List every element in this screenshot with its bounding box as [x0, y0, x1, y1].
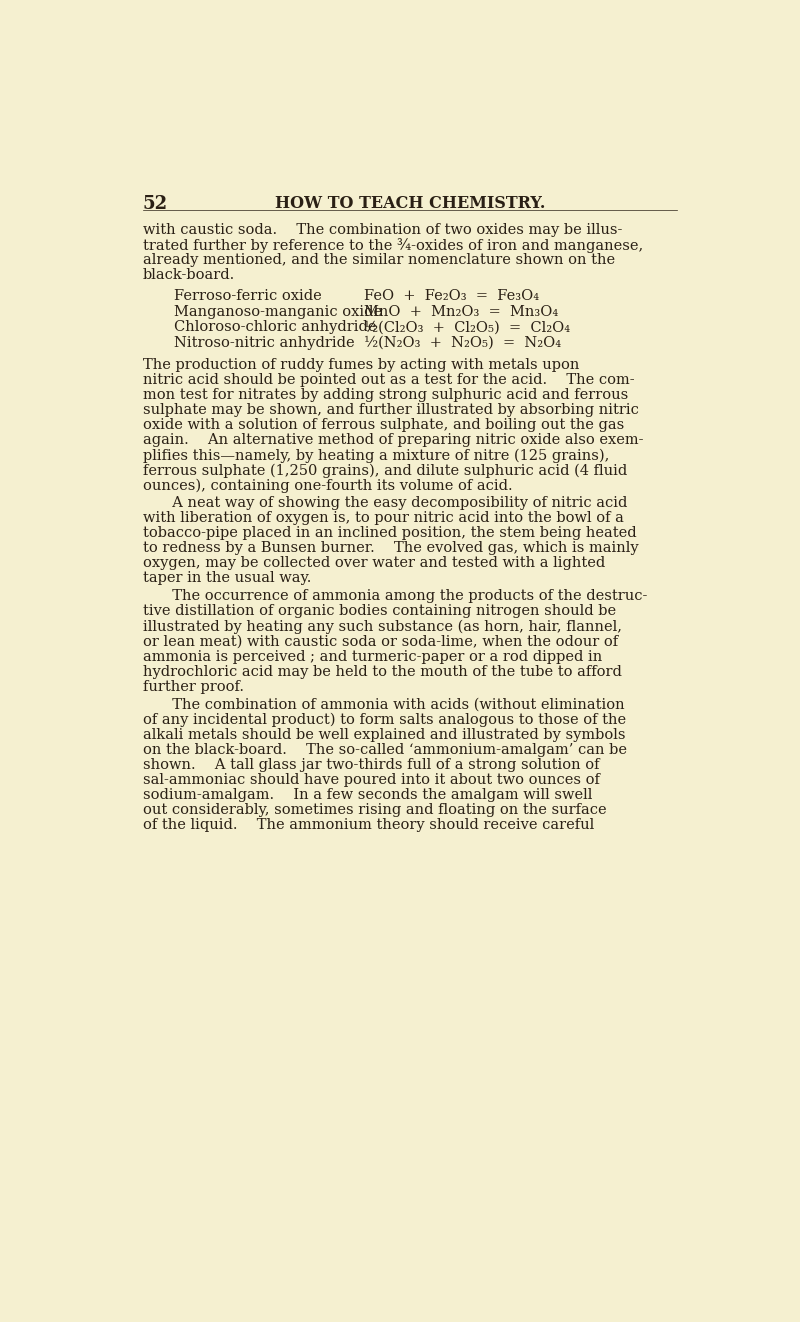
Text: A neat way of showing the easy decomposibility of nitric acid: A neat way of showing the easy decomposi… — [142, 496, 627, 510]
Text: again.  An alternative method of preparing nitric oxide also exem-: again. An alternative method of preparin… — [142, 434, 643, 447]
Text: Manganoso-manganic oxide: Manganoso-manganic oxide — [174, 304, 382, 319]
Text: ½(N₂O₃  +  N₂O₅)  =  N₂O₄: ½(N₂O₃ + N₂O₅) = N₂O₄ — [363, 336, 561, 350]
Text: of any incidental product) to form salts analogous to those of the: of any incidental product) to form salts… — [142, 713, 626, 727]
Text: MnO  +  Mn₂O₃  =  Mn₃O₄: MnO + Mn₂O₃ = Mn₃O₄ — [363, 304, 558, 319]
Text: Chloroso-chloric anhydride: Chloroso-chloric anhydride — [174, 320, 376, 334]
Text: illustrated by heating any such substance (as horn, hair, flannel,: illustrated by heating any such substanc… — [142, 620, 622, 633]
Text: FeO  +  Fe₂O₃  =  Fe₃O₄: FeO + Fe₂O₃ = Fe₃O₄ — [363, 288, 538, 303]
Text: alkali metals should be well explained and illustrated by symbols: alkali metals should be well explained a… — [142, 727, 625, 742]
Text: HOW TO TEACH CHEMISTRY.: HOW TO TEACH CHEMISTRY. — [275, 194, 545, 212]
Text: already mentioned, and the similar nomenclature shown on the: already mentioned, and the similar nomen… — [142, 254, 614, 267]
Text: 52: 52 — [142, 194, 168, 213]
Text: ½(Cl₂O₃  +  Cl₂O₅)  =  Cl₂O₄: ½(Cl₂O₃ + Cl₂O₅) = Cl₂O₄ — [363, 320, 570, 334]
Text: plifies this—namely, by heating a mixture of nitre (125 grains),: plifies this—namely, by heating a mixtur… — [142, 448, 609, 463]
Text: tive distillation of organic bodies containing nitrogen should be: tive distillation of organic bodies cont… — [142, 604, 616, 619]
Text: Nitroso-nitric anhydride: Nitroso-nitric anhydride — [174, 336, 354, 350]
Text: oxide with a solution of ferrous sulphate, and boiling out the gas: oxide with a solution of ferrous sulphat… — [142, 418, 624, 432]
Text: ounces), containing one-fourth its volume of acid.: ounces), containing one-fourth its volum… — [142, 479, 512, 493]
Text: mon test for nitrates by adding strong sulphuric acid and ferrous: mon test for nitrates by adding strong s… — [142, 389, 628, 402]
Text: oxygen, may be collected over water and tested with a lighted: oxygen, may be collected over water and … — [142, 557, 605, 570]
Text: The combination of ammonia with acids (without elimination: The combination of ammonia with acids (w… — [142, 698, 624, 711]
Text: to redness by a Bunsen burner.  The evolved gas, which is mainly: to redness by a Bunsen burner. The evolv… — [142, 541, 638, 555]
Text: nitric acid should be pointed out as a test for the acid.  The com-: nitric acid should be pointed out as a t… — [142, 373, 634, 387]
Text: with caustic soda.  The combination of two oxides may be illus-: with caustic soda. The combination of tw… — [142, 223, 622, 238]
Text: ferrous sulphate (1,250 grains), and dilute sulphuric acid (4 fluid: ferrous sulphate (1,250 grains), and dil… — [142, 463, 627, 477]
Text: on the black-board.  The so-called ‘ammonium-amalgam’ can be: on the black-board. The so-called ‘ammon… — [142, 743, 626, 756]
Text: with liberation of oxygen is, to pour nitric acid into the bowl of a: with liberation of oxygen is, to pour ni… — [142, 512, 623, 525]
Text: sulphate may be shown, and further illustrated by absorbing nitric: sulphate may be shown, and further illus… — [142, 403, 638, 418]
Text: or lean meat) with caustic soda or soda-lime, when the odour of: or lean meat) with caustic soda or soda-… — [142, 635, 618, 649]
Text: further proof.: further proof. — [142, 680, 244, 694]
Text: Ferroso-ferric oxide: Ferroso-ferric oxide — [174, 288, 322, 303]
Text: sodium-amalgam.  In a few seconds the amalgam will swell: sodium-amalgam. In a few seconds the ama… — [142, 788, 592, 801]
Text: shown.  A tall glass jar two-thirds full of a strong solution of: shown. A tall glass jar two-thirds full … — [142, 758, 599, 772]
Text: trated further by reference to the ¾-oxides of iron and manganese,: trated further by reference to the ¾-oxi… — [142, 238, 643, 254]
Text: out considerably, sometimes rising and floating on the surface: out considerably, sometimes rising and f… — [142, 802, 606, 817]
Text: of the liquid.  The ammonium theory should receive careful: of the liquid. The ammonium theory shoul… — [142, 818, 594, 832]
Text: black-board.: black-board. — [142, 268, 235, 283]
Text: ammonia is perceived ; and turmeric-paper or a rod dipped in: ammonia is perceived ; and turmeric-pape… — [142, 649, 602, 664]
Text: The production of ruddy fumes by acting with metals upon: The production of ruddy fumes by acting … — [142, 358, 579, 371]
Text: The occurrence of ammonia among the products of the destruc-: The occurrence of ammonia among the prod… — [142, 590, 647, 603]
Text: hydrochloric acid may be held to the mouth of the tube to afford: hydrochloric acid may be held to the mou… — [142, 665, 622, 678]
Text: tobacco-pipe placed in an inclined position, the stem being heated: tobacco-pipe placed in an inclined posit… — [142, 526, 636, 541]
Text: sal-ammoniac should have poured into it about two ounces of: sal-ammoniac should have poured into it … — [142, 773, 599, 787]
Text: taper in the usual way.: taper in the usual way. — [142, 571, 311, 586]
